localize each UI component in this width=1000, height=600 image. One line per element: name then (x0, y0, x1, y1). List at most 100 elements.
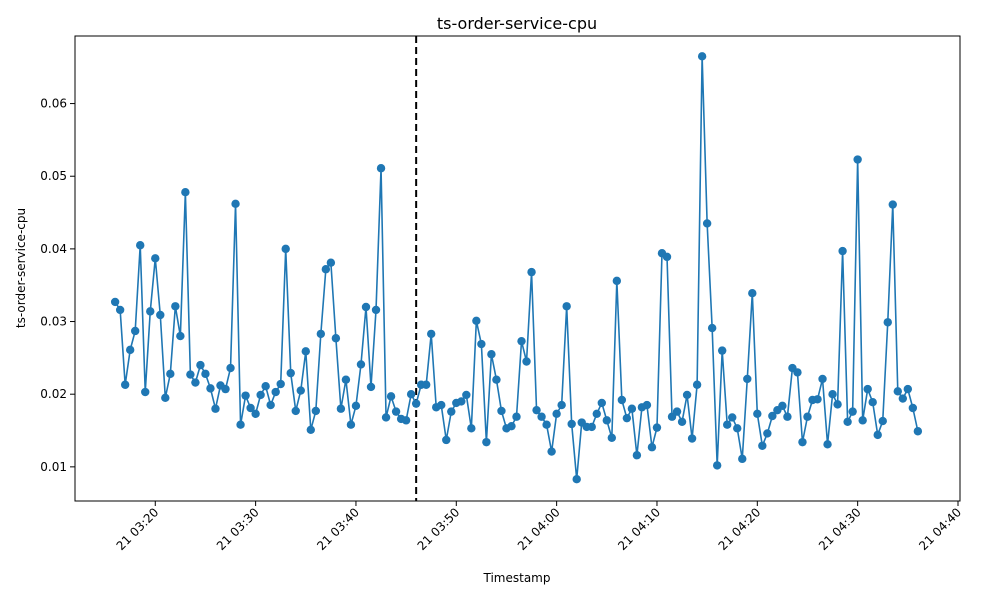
data-point (733, 424, 742, 433)
data-point (221, 384, 230, 394)
data-point (903, 384, 913, 394)
data-point (226, 363, 235, 373)
data-point (878, 416, 887, 426)
x-tick-label: 21 03:30 (214, 505, 262, 553)
data-point (341, 375, 351, 384)
data-point (873, 430, 882, 440)
data-point (672, 407, 682, 416)
data-point (321, 265, 331, 274)
x-tick-label: 21 04:30 (816, 505, 864, 553)
data-point (572, 475, 581, 484)
data-point (868, 397, 877, 407)
data-point (286, 368, 295, 378)
data-point (612, 276, 622, 286)
data-point (512, 412, 521, 421)
y-tick-label: 0.06 (40, 97, 67, 111)
data-point (647, 443, 657, 452)
data-point (898, 394, 908, 403)
data-point (557, 400, 566, 410)
data-point (652, 423, 662, 432)
data-point (717, 346, 727, 355)
data-point (783, 412, 792, 421)
x-tick-label: 21 03:20 (114, 505, 162, 553)
data-point (723, 420, 732, 429)
data-point (828, 390, 837, 399)
data-point (361, 302, 371, 312)
data-point (527, 267, 536, 277)
data-point (738, 454, 747, 464)
data-point (813, 395, 822, 404)
data-point (677, 417, 687, 426)
plot-area (75, 36, 960, 501)
data-point (913, 427, 923, 436)
data-point (818, 374, 827, 384)
x-axis-label: Timestamp (483, 571, 551, 585)
data-point (366, 382, 376, 392)
data-point (120, 380, 130, 389)
data-point (462, 390, 471, 400)
data-point (181, 188, 190, 197)
data-point (141, 387, 150, 397)
data-point (110, 297, 120, 307)
data-point (336, 404, 346, 413)
data-point (858, 416, 867, 425)
y-tick-label: 0.04 (40, 242, 67, 256)
data-point (617, 395, 627, 405)
data-point (893, 387, 902, 396)
data-point (692, 380, 702, 389)
data-point (632, 451, 642, 460)
data-point (261, 382, 270, 391)
data-point (391, 407, 401, 416)
data-point (326, 258, 336, 267)
data-point (386, 392, 396, 401)
data-point (597, 398, 606, 408)
data-point (156, 310, 165, 320)
data-point (351, 401, 361, 411)
data-point (763, 429, 772, 438)
data-point (547, 447, 556, 456)
data-point (406, 390, 416, 399)
data-point (748, 289, 757, 298)
data-point (552, 409, 561, 419)
data-point (442, 435, 451, 445)
data-point (166, 369, 175, 379)
x-tick-label: 21 04:40 (916, 505, 964, 553)
data-point (587, 422, 596, 432)
data-point (888, 200, 897, 209)
data-point (682, 390, 692, 400)
y-axis: 0.01 0.02 0.03 0.04 0.05 0.06 (40, 97, 75, 474)
data-point (457, 397, 466, 406)
data-point (517, 336, 526, 346)
data-point (281, 244, 290, 254)
data-point (497, 406, 506, 416)
data-point (728, 413, 737, 422)
data-point (487, 350, 496, 359)
data-point (843, 417, 852, 426)
data-point (371, 305, 381, 315)
data-point (848, 407, 857, 416)
data-point (211, 404, 220, 413)
x-tick-label: 21 04:00 (515, 505, 563, 553)
data-point (346, 420, 356, 429)
data-point (271, 387, 280, 397)
data-point (311, 406, 321, 416)
data-point (256, 390, 265, 400)
data-point (793, 368, 802, 377)
data-point (291, 406, 300, 416)
data-point (276, 379, 285, 389)
data-point (191, 378, 200, 387)
data-point (833, 400, 842, 409)
data-point (507, 421, 516, 431)
data-point (421, 380, 431, 389)
data-point (146, 307, 155, 316)
data-point (627, 404, 637, 413)
data-point (768, 411, 777, 421)
x-tick-label: 21 03:40 (314, 505, 362, 553)
data-point (707, 323, 717, 333)
data-point (743, 374, 752, 384)
y-axis-label: ts-order-service-cpu (14, 208, 28, 328)
data-point (602, 416, 611, 425)
data-point (376, 164, 386, 173)
data-point (522, 357, 531, 366)
data-point (758, 441, 767, 450)
